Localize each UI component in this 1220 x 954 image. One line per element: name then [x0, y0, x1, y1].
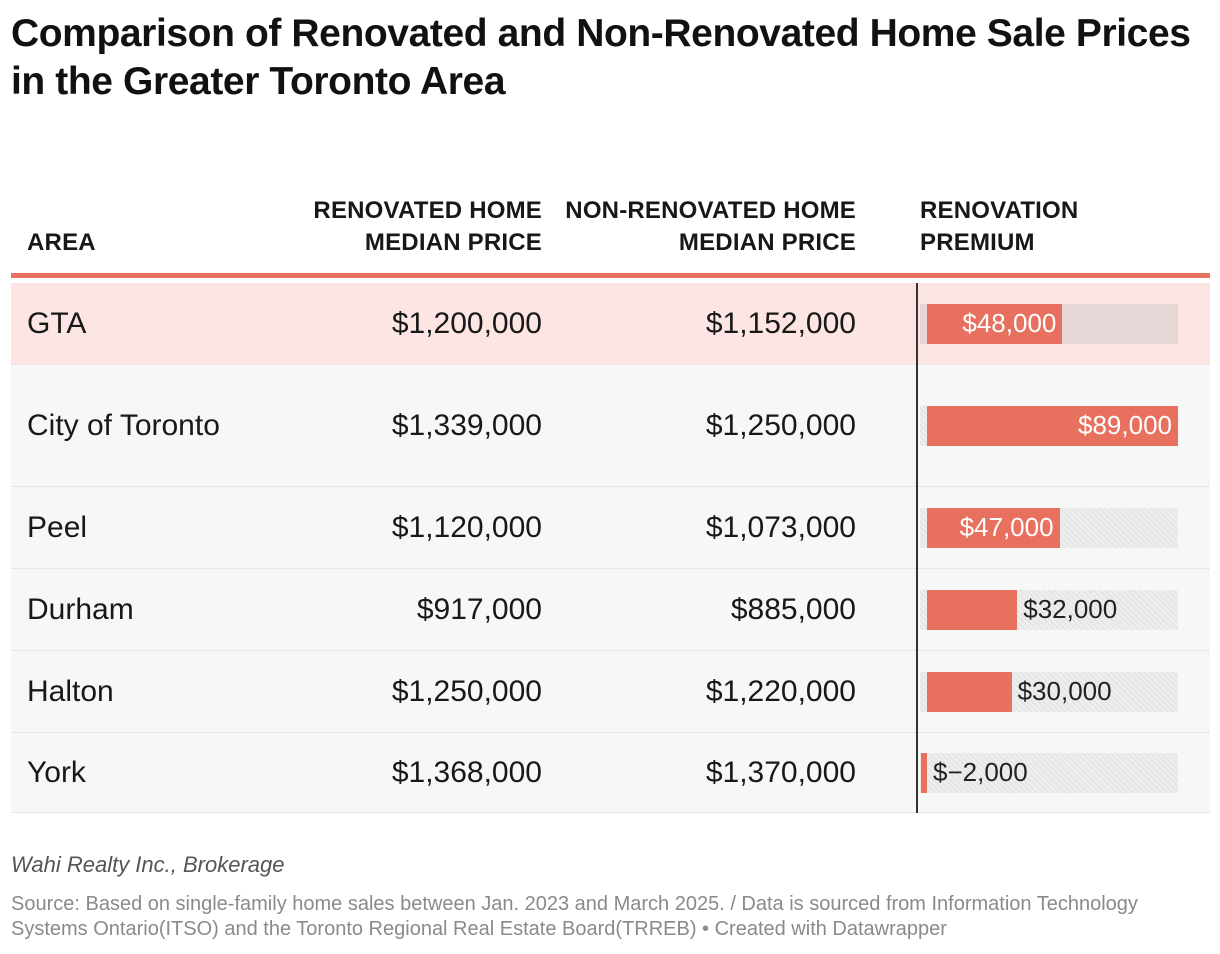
premium-bar-cell: $47,000 — [920, 507, 1178, 548]
premium-label: $30,000 — [1017, 676, 1112, 706]
premium-label: $32,000 — [1023, 594, 1118, 624]
table-row: Peel $1,120,000 $1,073,000 $47,000 — [11, 487, 1210, 569]
cell-non-renovated-price: $1,220,000 — [705, 674, 856, 708]
premium-label: $48,000 — [962, 308, 1057, 338]
cell-area: Peel — [27, 511, 88, 544]
premium-bar — [927, 671, 1012, 712]
table-row: City of Toronto $1,339,000 $1,250,000 $89,0… — [11, 365, 1210, 487]
cell-area: Halton — [27, 675, 114, 708]
cell-non-renovated-price: $1,370,000 — [705, 755, 856, 789]
premium-bar-cell: $89,000 — [920, 405, 1178, 446]
zero-baseline — [916, 283, 918, 813]
cell-renovated-price: $1,250,000 — [391, 674, 542, 708]
premium-bar — [927, 303, 1063, 344]
source-note: Source: Based on single-family home sale… — [11, 893, 1138, 940]
byline: Wahi Realty Inc., Brokerage — [11, 852, 285, 877]
cell-renovated-price: $1,339,000 — [391, 408, 542, 442]
table-row: York $1,368,000 $1,370,000 $−2,000 — [11, 733, 1210, 813]
premium-label: $−2,000 — [933, 757, 1028, 787]
premium-bar — [921, 752, 927, 793]
table-row: Durham $917,000 $885,000 $32,000 — [11, 569, 1210, 651]
premium-bar — [927, 405, 1178, 446]
premium-bar-cell: $30,000 — [920, 671, 1178, 712]
chart-title: Comparison of Renovated and Non-Renovate… — [11, 12, 1191, 103]
cell-renovated-price: $1,200,000 — [391, 306, 542, 340]
cell-area: City of Toronto — [27, 409, 220, 442]
cell-non-renovated-price: $1,250,000 — [705, 408, 856, 442]
premium-bar-cell: $48,000 — [920, 303, 1178, 344]
cell-renovated-price: $1,368,000 — [391, 755, 542, 789]
premium-label: $89,000 — [1078, 410, 1172, 440]
premium-bar-cell: $−2,000 — [920, 752, 1178, 793]
table-body: GTA $1,200,000 $1,152,000 $48,000 City of To… — [11, 283, 1210, 813]
cell-non-renovated-price: $1,073,000 — [705, 510, 856, 544]
premium-bar — [927, 507, 1060, 548]
premium-bar-cell: $32,000 — [920, 589, 1178, 630]
table-row: Halton $1,250,000 $1,220,000 $30,000 — [11, 651, 1210, 733]
table-row: GTA $1,200,000 $1,152,000 $48,000 — [11, 283, 1210, 365]
header-premium: RENOVATION PREMIUM — [920, 197, 1079, 256]
cell-area: GTA — [27, 307, 87, 340]
table-header: AREA RENOVATED HOME MEDIAN PRICE NON-REN… — [11, 160, 1210, 278]
cell-renovated-price: $1,120,000 — [391, 510, 542, 544]
header-area: AREA — [27, 229, 96, 256]
header-renovated: RENOVATED HOME MEDIAN PRICE — [313, 197, 542, 256]
cell-area: Durham — [27, 593, 134, 626]
cell-non-renovated-price: $885,000 — [730, 592, 856, 626]
premium-bar — [927, 589, 1018, 630]
header-non-renovated: NON-RENOVATED HOME MEDIAN PRICE — [565, 197, 856, 256]
premium-label: $47,000 — [959, 512, 1054, 542]
cell-area: York — [27, 756, 86, 789]
premium-bar-track — [920, 752, 1178, 793]
cell-renovated-price: $917,000 — [416, 592, 542, 626]
cell-non-renovated-price: $1,152,000 — [705, 306, 856, 340]
